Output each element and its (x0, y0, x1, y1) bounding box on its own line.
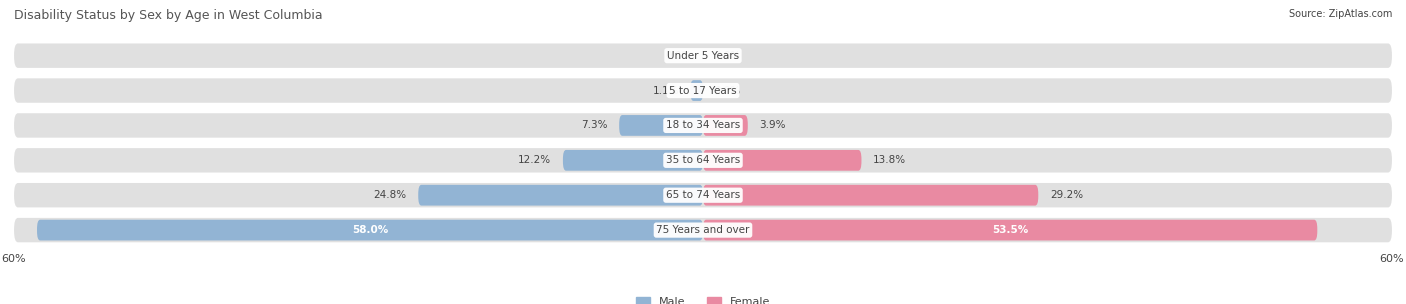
FancyBboxPatch shape (14, 43, 1392, 68)
FancyBboxPatch shape (703, 150, 862, 171)
FancyBboxPatch shape (690, 80, 703, 101)
FancyBboxPatch shape (619, 115, 703, 136)
FancyBboxPatch shape (14, 78, 1392, 103)
FancyBboxPatch shape (14, 218, 1392, 242)
Text: 1.1%: 1.1% (652, 85, 679, 95)
Text: 0.0%: 0.0% (714, 85, 741, 95)
Text: 7.3%: 7.3% (581, 120, 607, 130)
FancyBboxPatch shape (14, 183, 1392, 207)
Text: 5 to 17 Years: 5 to 17 Years (669, 85, 737, 95)
FancyBboxPatch shape (703, 220, 1317, 240)
FancyBboxPatch shape (14, 148, 1392, 173)
Text: Disability Status by Sex by Age in West Columbia: Disability Status by Sex by Age in West … (14, 9, 323, 22)
Text: Under 5 Years: Under 5 Years (666, 51, 740, 61)
Text: 58.0%: 58.0% (352, 225, 388, 235)
Text: 0.0%: 0.0% (665, 51, 692, 61)
Text: 0.0%: 0.0% (714, 51, 741, 61)
FancyBboxPatch shape (418, 185, 703, 206)
FancyBboxPatch shape (703, 185, 1038, 206)
Text: 53.5%: 53.5% (993, 225, 1028, 235)
Legend: Male, Female: Male, Female (631, 292, 775, 304)
Text: 3.9%: 3.9% (759, 120, 786, 130)
Text: 13.8%: 13.8% (873, 155, 905, 165)
Text: 65 to 74 Years: 65 to 74 Years (666, 190, 740, 200)
Text: 29.2%: 29.2% (1050, 190, 1083, 200)
Text: 35 to 64 Years: 35 to 64 Years (666, 155, 740, 165)
FancyBboxPatch shape (562, 150, 703, 171)
FancyBboxPatch shape (14, 113, 1392, 138)
Text: 75 Years and over: 75 Years and over (657, 225, 749, 235)
FancyBboxPatch shape (37, 220, 703, 240)
FancyBboxPatch shape (703, 115, 748, 136)
Text: Source: ZipAtlas.com: Source: ZipAtlas.com (1288, 9, 1392, 19)
Text: 18 to 34 Years: 18 to 34 Years (666, 120, 740, 130)
Text: 12.2%: 12.2% (519, 155, 551, 165)
Text: 24.8%: 24.8% (374, 190, 406, 200)
